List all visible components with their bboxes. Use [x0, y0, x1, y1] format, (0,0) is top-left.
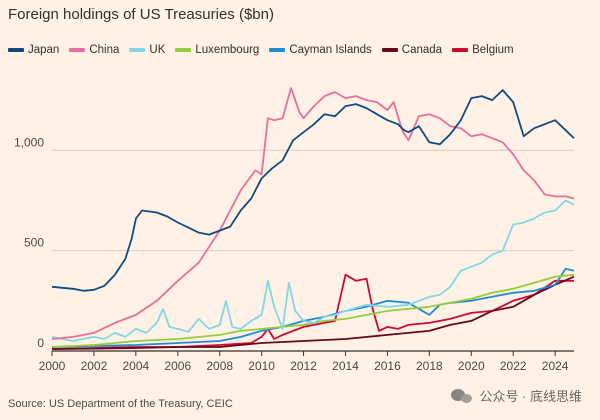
legend-label: Canada: [401, 44, 443, 56]
series-line-luxembourg: [51, 273, 575, 348]
legend-item-luxembourg: Luxembourg: [175, 44, 259, 56]
y-tick-label: 500: [24, 236, 44, 250]
legend-swatch: [381, 48, 398, 52]
x-tick-labels: 2000 2002 2004 2006 2008 2010 2012 2014 2016 2018…: [39, 351, 569, 373]
x-tick-label: 2014: [332, 359, 359, 373]
legend-item-belgium: Belgium: [452, 44, 514, 56]
x-tick-label: 2020: [458, 359, 485, 373]
legend-swatch: [129, 48, 146, 52]
y-tick-labels: 0 500 1,000: [14, 135, 44, 350]
watermark: 公众号 · 底线思维: [451, 386, 582, 405]
legend-item-canada: Canada: [381, 44, 443, 56]
legend-item-japan: Japan: [8, 44, 59, 56]
legend-label: China: [89, 44, 120, 56]
series-line-canada: [51, 275, 575, 350]
legend-item-cayman-islands: Cayman Islands: [269, 44, 372, 56]
x-tick-label: 2010: [248, 359, 275, 373]
x-tick-label: 2012: [290, 359, 317, 373]
legend-label: Belgium: [472, 44, 514, 56]
x-tick-label: 2024: [542, 359, 569, 373]
source-note: Source: US Department of the Treasury, C…: [8, 398, 233, 410]
gridlines: [52, 149, 574, 352]
legend-swatch: [269, 48, 286, 52]
legend: Japan China UK Luxembourg Cayman Islands Cana…: [8, 44, 524, 56]
wechat-icon: [451, 387, 473, 405]
series-line-belgium: [51, 273, 574, 350]
y-tick-label: 0: [37, 336, 44, 350]
x-tick-label: 2002: [81, 359, 108, 373]
y-tick-label: 1,000: [14, 135, 44, 149]
legend-item-uk: UK: [129, 44, 165, 56]
x-tick-label: 2008: [206, 359, 233, 373]
legend-label: Luxembourg: [195, 44, 260, 56]
legend-swatch: [175, 48, 192, 52]
legend-swatch: [8, 48, 24, 52]
x-tick-label: 2022: [500, 359, 527, 373]
series-line-china: [51, 87, 575, 340]
legend-label: Japan: [28, 44, 60, 56]
series-line-uk: [51, 199, 575, 342]
chart-title: Foreign holdings of US Treasuries ($bn): [8, 6, 274, 23]
x-tick-label: 2004: [123, 359, 150, 373]
x-tick-label: 2006: [164, 359, 191, 373]
series-lines: [51, 87, 575, 350]
x-tick-label: 2018: [416, 359, 443, 373]
series-line-cayman-islands: [51, 267, 575, 348]
watermark-text: 公众号 · 底线思维: [479, 389, 582, 404]
series-line-japan: [51, 89, 575, 292]
x-tick-label: 2000: [39, 359, 66, 373]
x-tick-label: 2016: [374, 359, 401, 373]
legend-swatch: [69, 48, 86, 52]
legend-swatch: [452, 48, 469, 52]
legend-label: UK: [149, 44, 166, 56]
legend-label: Cayman Islands: [289, 44, 372, 56]
legend-item-china: China: [69, 44, 119, 56]
